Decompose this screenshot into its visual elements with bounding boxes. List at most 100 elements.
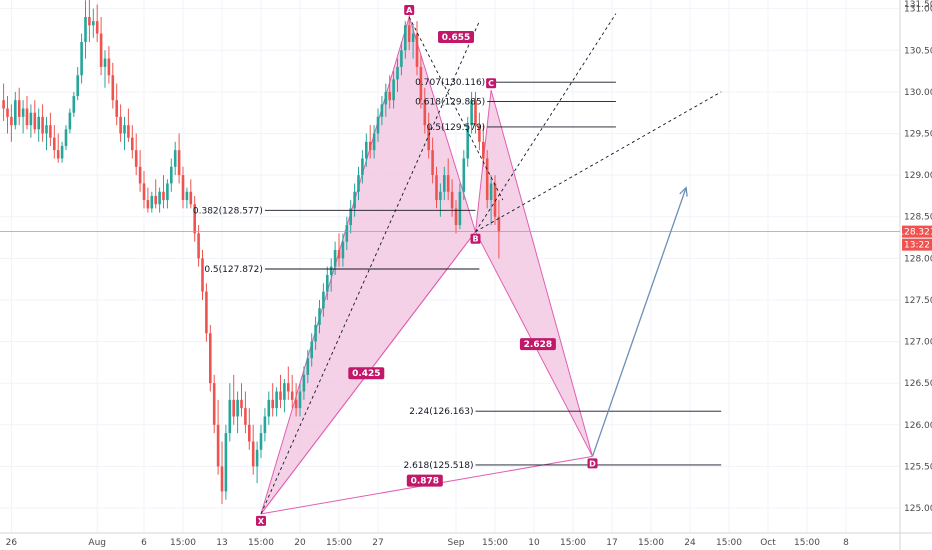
candle [209,324,212,392]
candle-body [64,129,68,146]
candle [497,200,501,259]
candle-body [197,233,200,259]
candle [251,424,255,475]
dashed-trend-line [408,16,504,201]
candle [384,83,388,117]
candle-body [173,150,177,167]
dashed-trend-line [475,91,722,233]
candle-body [267,399,271,417]
candle [216,399,220,475]
candle [368,125,372,159]
candle-body [95,21,99,34]
candle [310,333,313,367]
candle-body [431,150,434,176]
candle-body [485,158,489,201]
candle [49,112,52,146]
pattern-point-box [587,458,598,469]
candle-body [201,258,204,292]
candle-body [318,308,321,325]
candle-body [357,175,360,192]
fib-level-label: 0.5(129.579) [427,123,486,133]
pattern-point-label: X [258,517,265,526]
candle-body [56,150,60,159]
fib-level-label: 2.618(125.518) [403,461,473,471]
candle-body [337,250,341,259]
candle-body [209,333,212,384]
candle-body [29,112,33,126]
price-badges: 128.321 13:22 [898,225,932,251]
pattern-ratio-box [406,474,443,487]
x-tick-label: 24 [684,538,696,548]
candle-body [119,116,122,134]
candle-body [84,16,87,42]
pattern-ratio-label: 0.878 [411,477,439,487]
y-tick-label: 131.000 [904,5,932,15]
candle [99,16,103,76]
fib-level-label: 0.382(128.577) [193,206,263,216]
candle-body [458,191,462,226]
candle-body [259,433,263,450]
pattern-ratio-box [438,30,474,43]
candle-body [314,324,317,342]
candle [53,125,56,159]
candle-body [298,391,302,409]
candle [134,133,138,176]
candle [271,383,274,417]
candle [306,349,310,384]
y-tick-label: 127.500 [904,296,932,306]
candle [302,366,306,400]
candle [337,233,341,267]
candle [404,21,407,59]
candle-body [372,133,376,151]
candle [275,387,278,417]
candle-body [333,250,337,267]
candle [294,383,298,417]
candle [232,374,235,425]
candle [107,46,111,84]
candle-body [427,125,430,151]
candle [84,0,87,59]
candle [21,100,25,134]
candle-body [115,100,118,117]
candle [298,383,302,417]
candle-body [302,374,306,392]
x-tick-label: 27 [372,538,383,548]
candle [255,441,259,484]
candle-body [185,191,189,201]
candle-body [25,108,29,126]
candle [493,175,497,226]
candle [458,183,462,230]
candle [396,58,399,92]
countdown-badge [902,238,932,251]
candle-body [60,145,64,159]
candle [423,87,427,134]
candle [56,133,60,163]
fib-level-label: 0.707(130.116) [415,78,485,88]
candle [329,258,333,292]
x-tick-label: 13 [216,538,227,548]
labels: 0.382(128.577) 0.5(127.872) 0.707(130.116)… [193,4,598,526]
candle [435,166,438,209]
candle [318,299,321,334]
candle [419,54,423,109]
projection-arrow-head [679,186,688,197]
pattern-ratio: 2.628 [519,338,556,351]
candle [462,150,466,201]
candle [123,116,126,151]
pattern-ratio: 0.655 [438,30,474,43]
candle-body [279,391,282,400]
candle [201,250,204,300]
candle-body [255,449,259,467]
candle-body [189,191,193,205]
candle-body [419,66,423,101]
candle-body [294,399,298,409]
candle [80,33,83,84]
candle-body [10,116,13,126]
x-tick-label: 15:00 [638,538,664,548]
candle [248,408,251,450]
candle-body [263,416,267,434]
overlays [0,13,900,515]
countdown-text: 13:22 [904,241,930,251]
